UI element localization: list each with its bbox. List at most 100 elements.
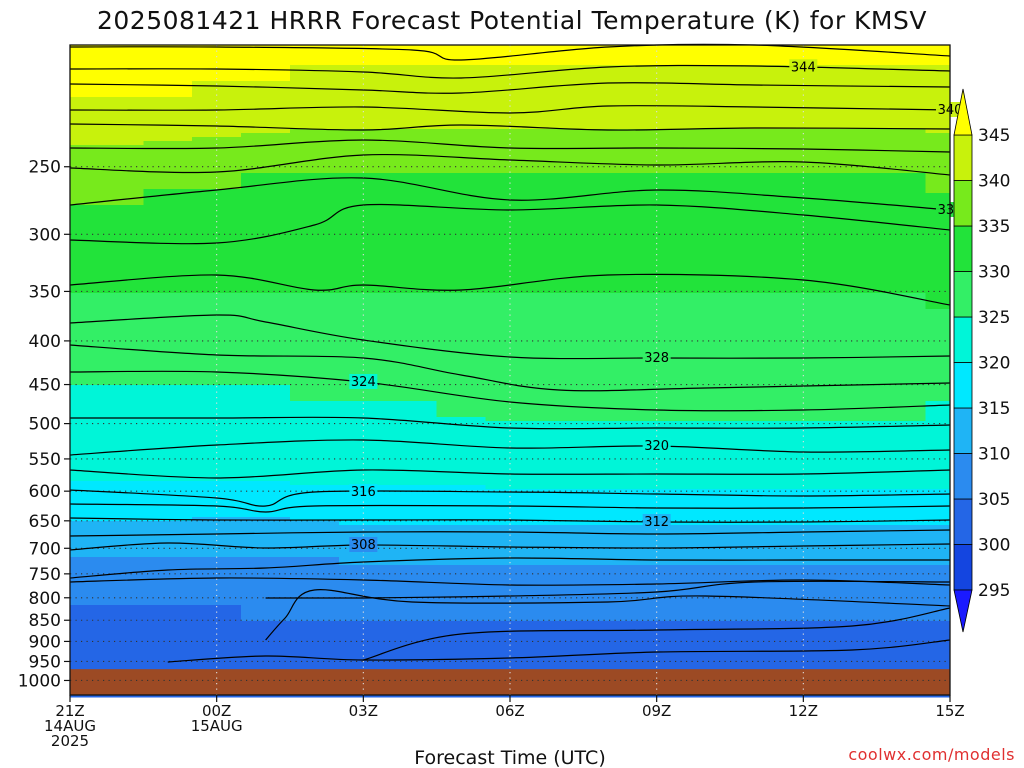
field-cell bbox=[94, 217, 144, 222]
field-cell bbox=[681, 421, 731, 426]
field-cell bbox=[827, 621, 878, 626]
field-cell bbox=[827, 353, 878, 358]
field-cell bbox=[241, 577, 291, 582]
field-cell bbox=[632, 649, 682, 654]
field-cell bbox=[827, 513, 878, 518]
field-cell bbox=[876, 101, 927, 106]
field-cell bbox=[925, 545, 951, 550]
field-cell bbox=[387, 293, 438, 298]
field-cell bbox=[632, 605, 682, 610]
field-cell bbox=[534, 141, 584, 146]
field-cell bbox=[876, 181, 927, 186]
field-cell bbox=[143, 501, 193, 506]
field-cell bbox=[241, 317, 291, 322]
field-cell bbox=[387, 369, 438, 374]
field-cell bbox=[94, 493, 144, 498]
field-cell bbox=[534, 325, 584, 330]
field-cell bbox=[876, 57, 927, 62]
field-cell bbox=[778, 309, 829, 314]
field-cell bbox=[387, 385, 438, 390]
field-cell bbox=[192, 381, 242, 386]
field-cell bbox=[241, 293, 291, 298]
field-cell bbox=[827, 585, 878, 590]
field-cell bbox=[583, 113, 633, 118]
field-cell bbox=[485, 513, 536, 518]
field-cell bbox=[876, 173, 927, 178]
field-cell bbox=[925, 193, 951, 198]
field-cell bbox=[876, 185, 927, 190]
field-cell bbox=[94, 121, 144, 126]
field-cell bbox=[876, 53, 927, 58]
field-cell bbox=[583, 93, 633, 98]
field-cell bbox=[583, 633, 633, 638]
field-cell bbox=[338, 517, 389, 522]
field-cell bbox=[485, 617, 536, 622]
field-cell bbox=[241, 509, 291, 514]
field-cell bbox=[241, 349, 291, 354]
field-cell bbox=[485, 569, 536, 574]
field-cell bbox=[338, 353, 389, 358]
field-cell bbox=[583, 301, 633, 306]
field-cell bbox=[583, 177, 633, 182]
field-cell bbox=[827, 369, 878, 374]
field-cell bbox=[143, 481, 193, 486]
field-cell bbox=[730, 509, 780, 514]
contour-label: 344 bbox=[791, 60, 816, 75]
field-cell bbox=[485, 305, 536, 310]
field-cell bbox=[387, 481, 438, 486]
field-cell bbox=[730, 189, 780, 194]
field-cell bbox=[338, 397, 389, 402]
field-cell bbox=[241, 501, 291, 506]
field-cell bbox=[730, 153, 780, 158]
field-cell bbox=[70, 109, 96, 114]
field-cell bbox=[730, 453, 780, 458]
field-cell bbox=[192, 649, 242, 654]
field-cell bbox=[583, 549, 633, 554]
field-cell bbox=[94, 457, 144, 462]
field-cell bbox=[876, 653, 927, 658]
field-cell bbox=[290, 429, 340, 434]
field-cell bbox=[338, 133, 389, 138]
field-cell bbox=[583, 473, 633, 478]
field-cell bbox=[925, 165, 951, 170]
field-cell bbox=[778, 233, 829, 238]
field-cell bbox=[534, 645, 584, 650]
field-cell bbox=[632, 101, 682, 106]
field-cell bbox=[70, 645, 96, 650]
field-cell bbox=[143, 165, 193, 170]
field-cell bbox=[94, 477, 144, 482]
field-cell bbox=[485, 369, 536, 374]
field-cell bbox=[827, 517, 878, 522]
field-cell bbox=[290, 293, 340, 298]
field-cell bbox=[730, 585, 780, 590]
field-cell bbox=[730, 161, 780, 166]
field-cell bbox=[143, 557, 193, 562]
field-cell bbox=[632, 377, 682, 382]
field-cell bbox=[387, 353, 438, 358]
field-cell bbox=[338, 233, 389, 238]
field-cell bbox=[192, 537, 242, 542]
field-cell bbox=[827, 265, 878, 270]
field-cell bbox=[192, 437, 242, 442]
field-cell bbox=[192, 201, 242, 206]
field-cell bbox=[436, 485, 487, 490]
field-cell bbox=[241, 605, 291, 610]
field-cell bbox=[534, 657, 584, 662]
field-cell bbox=[436, 521, 487, 526]
field-cell bbox=[338, 253, 389, 258]
field-cell bbox=[778, 509, 829, 514]
field-cell bbox=[730, 121, 780, 126]
field-cell bbox=[94, 537, 144, 542]
field-cell bbox=[338, 161, 389, 166]
field-cell bbox=[534, 213, 584, 218]
field-cell bbox=[94, 101, 144, 106]
field-cell bbox=[387, 249, 438, 254]
field-cell bbox=[94, 465, 144, 470]
field-cell bbox=[387, 617, 438, 622]
field-cell bbox=[290, 513, 340, 518]
field-cell bbox=[290, 165, 340, 170]
field-cell bbox=[338, 561, 389, 566]
field-cell bbox=[534, 497, 584, 502]
field-cell bbox=[290, 425, 340, 430]
field-cell bbox=[485, 325, 536, 330]
